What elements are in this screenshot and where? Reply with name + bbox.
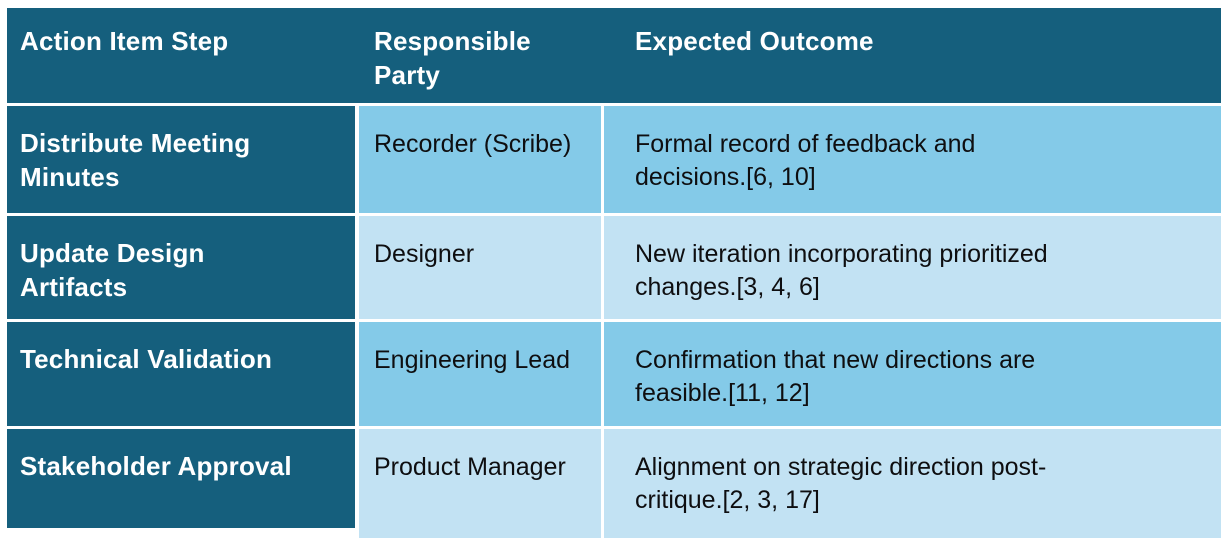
cell-expected-outcome: New iteration incorporating prioritized … [604, 216, 1221, 319]
cell-action-item-step: Technical Validation [7, 322, 355, 426]
table-header-row: Action Item Step Responsible Party Expec… [7, 8, 1221, 103]
cell-responsible-party: Engineering Lead [359, 322, 601, 426]
cell-responsible-party: Product Manager [359, 429, 601, 538]
cell-expected-outcome: Confirmation that new directions are fea… [604, 322, 1221, 426]
table-row: Technical Validation Engineering Lead Co… [7, 322, 1221, 426]
cell-action-item-step: Stakeholder Approval [7, 429, 355, 528]
cell-expected-outcome: Alignment on strategic direction post- c… [604, 429, 1221, 538]
column-header-expected-outcome: Expected Outcome [635, 26, 874, 56]
cell-responsible-party: Designer [359, 216, 601, 319]
cell-expected-outcome: Formal record of feedback and decisions.… [604, 106, 1221, 213]
table-row: Distribute Meeting Minutes Recorder (Scr… [7, 106, 1221, 213]
table-row: Stakeholder Approval Product Manager Ali… [7, 429, 1221, 538]
table-row: Update Design Artifacts Designer New ite… [7, 216, 1221, 319]
column-header-action-item-step: Action Item Step [20, 26, 229, 56]
cell-action-item-step: Update Design Artifacts [7, 216, 355, 319]
cell-responsible-party: Recorder (Scribe) [359, 106, 601, 213]
column-header-responsible-party: Responsible Party [374, 26, 531, 90]
cell-action-item-step: Distribute Meeting Minutes [7, 106, 355, 213]
